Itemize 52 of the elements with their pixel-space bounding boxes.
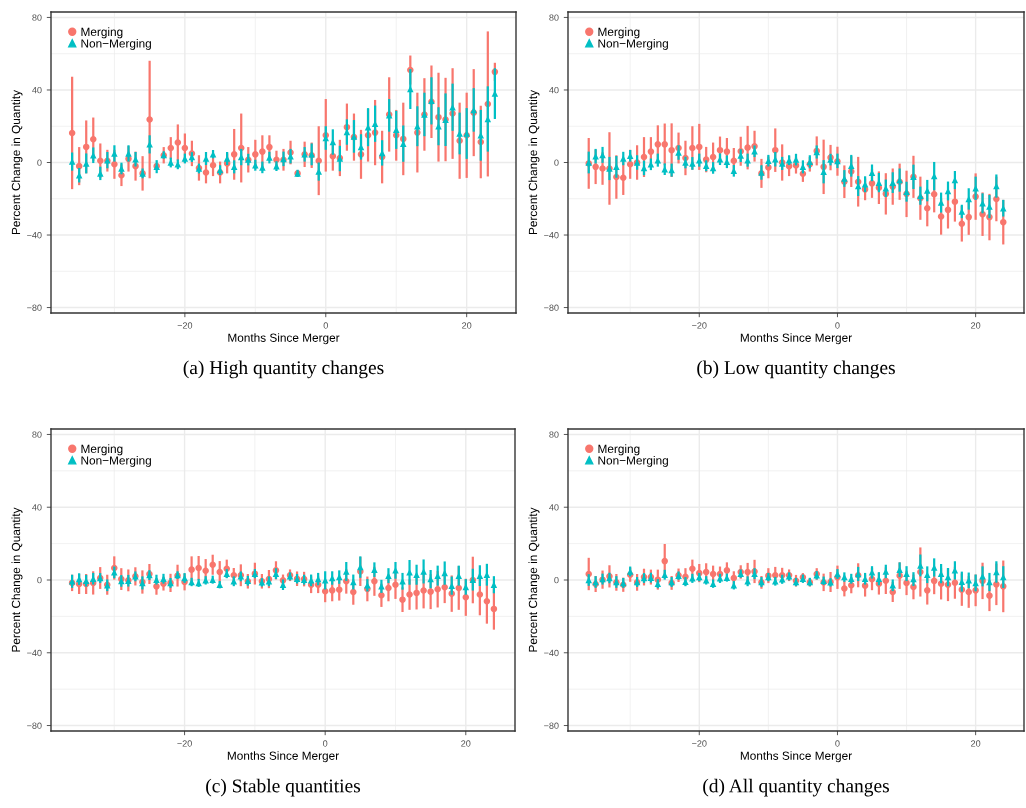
- y-tick-label: 0: [554, 576, 559, 584]
- y-tick-label: 40: [549, 86, 559, 94]
- y-tick-label: 80: [549, 14, 559, 21]
- y-tick-label: −80: [544, 722, 559, 729]
- legend-label: Non−Merging: [81, 455, 151, 467]
- x-axis-title: Months Since Merger: [740, 333, 852, 345]
- legend-label: Merging: [598, 444, 640, 456]
- x-tick-label: 0: [323, 740, 328, 747]
- x-tick-label: −20: [692, 740, 707, 747]
- y-tick-label: −40: [544, 232, 559, 239]
- y-axis-title: Percent Change in Quantity: [528, 90, 540, 235]
- y-tick-label: 40: [549, 504, 559, 511]
- legend-label: Merging: [81, 444, 123, 456]
- x-tick-label: −20: [692, 322, 707, 329]
- x-axis-title: Months Since Merger: [227, 751, 339, 763]
- x-tick-label: 0: [835, 322, 840, 329]
- text: (d) All quantity changes: [703, 778, 889, 797]
- x-tick-label: 20: [971, 740, 981, 747]
- x-tick-label: 0: [835, 740, 840, 747]
- y-tick-label: 80: [549, 431, 559, 438]
- y-tick-label: 0: [554, 159, 559, 166]
- legend-label: Non−Merging: [598, 38, 668, 50]
- y-tick-label: −80: [27, 304, 42, 311]
- x-axis-title: Months Since Merger: [740, 751, 852, 763]
- legend-label: Merging: [598, 27, 640, 39]
- x-axis-title: Months Since Merger: [228, 333, 340, 345]
- y-tick-label: 0: [37, 576, 42, 584]
- y-tick-label: −40: [27, 232, 42, 239]
- y-tick-label: −80: [544, 304, 559, 311]
- y-tick-label: −80: [27, 722, 42, 729]
- legend-label: Non−Merging: [598, 455, 668, 467]
- y-tick-label: 0: [37, 159, 42, 166]
- y-tick-label: 80: [32, 431, 42, 438]
- x-tick-label: −20: [177, 740, 192, 747]
- y-axis-title: Percent Change in Quantity: [11, 507, 23, 652]
- y-axis-title: Percent Change in Quantity: [11, 90, 23, 235]
- text: (c) Stable quantities: [206, 778, 361, 797]
- x-tick-label: 20: [971, 322, 981, 329]
- x-tick-label: 20: [462, 322, 472, 329]
- x-tick-label: −20: [177, 322, 193, 329]
- x-tick-label: 0: [323, 322, 328, 329]
- y-tick-label: −40: [27, 649, 42, 657]
- y-tick-label: 80: [32, 14, 42, 21]
- y-axis-title: Percent Change in Quantity: [528, 507, 540, 652]
- text: (b) Low quantity changes: [697, 360, 895, 379]
- y-tick-label: 40: [32, 86, 42, 94]
- text: (a) High quantity changes: [183, 360, 384, 379]
- legend-label: Non−Merging: [81, 38, 151, 50]
- y-tick-label: 40: [32, 504, 42, 511]
- x-tick-label: 20: [461, 740, 471, 747]
- legend-label: Merging: [81, 27, 123, 39]
- y-tick-label: −40: [544, 649, 559, 657]
